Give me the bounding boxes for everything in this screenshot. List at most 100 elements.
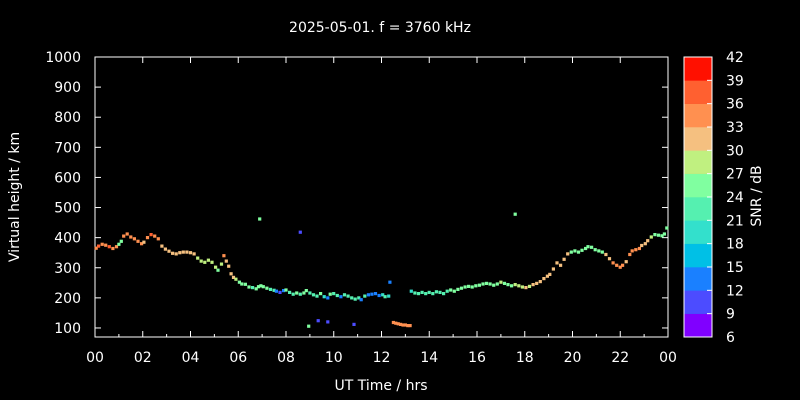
- x-axis-ticks: 00 02 04 06 08 10 12 14 16 18 20 22 00: [86, 57, 677, 366]
- y-tick-label: 200: [54, 291, 81, 307]
- data-point: [328, 292, 332, 296]
- data-point: [254, 287, 258, 291]
- x-tick-label: 00: [86, 350, 104, 366]
- data-point: [231, 275, 236, 279]
- data-point: [188, 251, 193, 255]
- data-point: [643, 242, 647, 246]
- data-point: [288, 290, 292, 294]
- colorbar-segment: [684, 127, 712, 151]
- data-point: [227, 264, 231, 268]
- data-point: [607, 257, 612, 261]
- data-point: [604, 252, 608, 257]
- data-point: [431, 292, 435, 296]
- y-tick-label: 300: [54, 261, 81, 277]
- x-tick-label: 08: [277, 350, 295, 366]
- data-point: [513, 283, 517, 287]
- data-point: [265, 286, 269, 290]
- colorbar-tick-label: 33: [726, 120, 744, 136]
- y-tick-label: 600: [54, 170, 81, 186]
- data-point: [302, 291, 306, 295]
- data-point: [517, 284, 521, 288]
- data-point: [278, 290, 282, 294]
- data-point: [420, 290, 424, 294]
- data-point: [611, 261, 615, 265]
- colorbar-segment: [684, 313, 712, 338]
- data-point: [240, 282, 244, 286]
- data-point: [136, 239, 140, 243]
- data-point: [499, 280, 503, 284]
- data-point: [399, 322, 403, 326]
- data-point: [573, 249, 577, 253]
- y-tick-label: 1000: [45, 50, 81, 66]
- data-point: [383, 295, 387, 299]
- data-point: [104, 243, 108, 247]
- data-point: [600, 250, 604, 254]
- data-point: [542, 277, 546, 281]
- data-point: [185, 250, 189, 254]
- data-point: [234, 277, 238, 281]
- data-point: [442, 292, 446, 296]
- data-point: [653, 233, 657, 237]
- data-point: [576, 250, 581, 254]
- data-point: [506, 283, 510, 287]
- data-point: [373, 292, 378, 296]
- y-axis-ticks: 100 200 300 400 500 600 700 800 900 1000: [45, 50, 668, 337]
- data-point: [634, 248, 638, 252]
- data-point: [298, 292, 302, 296]
- snr-colorbar: 6 9 12 15 18 21 24 27 30 33 36 39 42: [683, 50, 744, 346]
- data-point: [359, 298, 363, 302]
- data-point: [272, 288, 276, 292]
- data-point: [416, 292, 421, 296]
- data-point: [646, 239, 650, 243]
- x-tick-label: 10: [325, 350, 343, 366]
- x-tick-label: 12: [373, 350, 391, 366]
- data-point: [649, 235, 653, 239]
- data-point: [580, 248, 584, 252]
- x-tick-label: 02: [134, 350, 152, 366]
- data-point: [132, 237, 136, 241]
- y-tick-label: 900: [54, 80, 81, 96]
- data-point: [569, 250, 573, 254]
- data-point: [298, 230, 302, 234]
- colorbar-segment: [684, 150, 712, 174]
- colorbar-tick-label: 21: [726, 213, 744, 229]
- data-point: [387, 294, 391, 298]
- data-point: [261, 285, 265, 289]
- data-point: [584, 246, 588, 251]
- data-point: [527, 284, 532, 288]
- data-point: [153, 234, 157, 238]
- data-point: [259, 284, 263, 288]
- data-point: [206, 258, 210, 262]
- data-point: [624, 260, 628, 264]
- data-point: [268, 287, 273, 291]
- data-point: [538, 280, 542, 284]
- data-point: [413, 291, 417, 295]
- data-point: [307, 324, 311, 328]
- data-point: [481, 282, 485, 286]
- data-point: [467, 284, 471, 288]
- data-point: [463, 285, 467, 289]
- colorbar-segment: [684, 197, 712, 221]
- colorbar-tick-label: 24: [726, 190, 744, 206]
- colorbar-tick-label: 30: [726, 143, 744, 159]
- colorbar-tick-label: 6: [726, 330, 735, 346]
- data-point: [590, 245, 594, 249]
- data-point: [142, 240, 146, 244]
- data-point: [295, 291, 299, 295]
- data-point: [111, 246, 115, 251]
- data-point: [637, 246, 641, 251]
- data-point: [145, 236, 150, 240]
- data-point: [531, 283, 535, 287]
- data-point: [311, 293, 316, 297]
- data-point: [114, 245, 119, 249]
- data-point: [357, 296, 361, 300]
- data-point: [181, 250, 185, 254]
- data-point: [628, 252, 632, 257]
- data-point: [319, 292, 323, 296]
- colorbar-segment: [684, 243, 712, 268]
- colorbar-segment: [684, 103, 712, 128]
- data-point: [456, 287, 460, 291]
- data-point: [396, 322, 400, 326]
- data-point: [178, 251, 182, 255]
